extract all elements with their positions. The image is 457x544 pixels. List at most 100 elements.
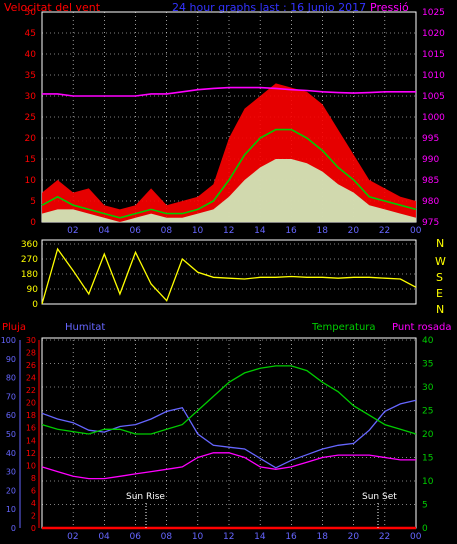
rain-y-tick-30: 30	[26, 336, 36, 345]
temp-x-tick-22: 22	[379, 532, 390, 542]
wind-x-tick-08: 08	[161, 226, 173, 236]
temp-x-tick-16: 16	[285, 532, 297, 542]
compass-s: S	[436, 271, 443, 284]
dir-y-tick-90: 90	[27, 285, 39, 295]
dir-y-tick-0: 0	[32, 300, 38, 310]
wind-y-tick-10: 10	[25, 176, 37, 186]
dir-y-tick-360: 360	[21, 240, 38, 250]
wind-y-tick-45: 45	[25, 29, 36, 39]
temp-y-tick-0: 0	[422, 524, 428, 534]
pressure-y-tick-1025: 1025	[422, 8, 445, 18]
humidity-y-tick-70: 70	[6, 392, 16, 401]
direction-layer	[41, 247, 417, 305]
rain-y-tick-24: 24	[26, 374, 36, 383]
temp-x-tick-02: 02	[67, 532, 78, 542]
humidity-y-tick-100: 100	[1, 336, 16, 345]
wind-y-tick-30: 30	[25, 92, 37, 102]
rain-y-tick-28: 28	[26, 349, 36, 358]
wind-y-tick-35: 35	[25, 71, 36, 81]
wind-fill-area	[42, 159, 416, 222]
pressure-y-tick-975: 975	[422, 218, 439, 228]
rain-y-tick-8: 8	[31, 474, 36, 483]
rain-y-tick-20: 20	[26, 399, 36, 408]
direction-panel-frame	[41, 239, 417, 305]
rain-title: Pluja	[2, 322, 26, 333]
pressure-y-tick-980: 980	[422, 197, 439, 207]
axis-layer: 0510152025303540455097598098599099510001…	[1, 8, 445, 542]
wind-x-tick-22: 22	[379, 226, 390, 236]
dir-y-tick-270: 270	[21, 255, 38, 265]
rain-y-tick-14: 14	[26, 436, 36, 445]
rain-y-tick-22: 22	[26, 386, 36, 395]
temperature-title: Temperatura	[311, 322, 376, 333]
compass-w: W	[435, 255, 446, 268]
pressure-y-tick-995: 995	[422, 134, 439, 144]
pressure-y-tick-985: 985	[422, 176, 439, 186]
dewpoint-title: Punt rosada	[392, 322, 451, 333]
wind-x-tick-20: 20	[348, 226, 360, 236]
wind-avg-line	[41, 128, 417, 219]
temp-x-tick-06: 06	[130, 532, 142, 542]
rain-y-tick-18: 18	[26, 411, 36, 420]
pressure-y-tick-1020: 1020	[422, 29, 445, 39]
rain-y-tick-12: 12	[26, 449, 36, 458]
temp-layer	[41, 365, 417, 530]
pressure-title: Pressió	[370, 1, 409, 14]
temp-x-tick-00: 00	[410, 532, 422, 542]
wind-x-tick-02: 02	[67, 226, 78, 236]
temp-y-tick-15: 15	[422, 454, 433, 464]
sunrise-label: Sun Rise	[126, 492, 165, 502]
temperature-line	[41, 365, 417, 435]
humidity-y-tick-20: 20	[6, 486, 16, 495]
wind-x-tick-00: 00	[410, 226, 422, 236]
temp-x-tick-08: 08	[161, 532, 173, 542]
humidity-y-tick-30: 30	[6, 468, 16, 477]
humidity-y-tick-90: 90	[6, 355, 16, 364]
wind-x-tick-10: 10	[192, 226, 204, 236]
temp-x-tick-10: 10	[192, 532, 204, 542]
temp-y-tick-20: 20	[422, 430, 434, 440]
rain-y-tick-10: 10	[26, 461, 36, 470]
rain-y-tick-0: 0	[31, 524, 36, 533]
temp-x-tick-04: 04	[98, 532, 110, 542]
temp-y-tick-35: 35	[422, 360, 433, 370]
rain-y-tick-2: 2	[31, 511, 36, 520]
humidity-y-tick-40: 40	[6, 449, 16, 458]
temp-x-tick-18: 18	[317, 532, 329, 542]
rain-y-tick-26: 26	[26, 361, 36, 370]
rain-y-tick-16: 16	[26, 424, 36, 433]
temp-y-tick-25: 25	[422, 407, 433, 417]
wind-y-tick-15: 15	[25, 155, 36, 165]
wind-y-tick-0: 0	[30, 218, 36, 228]
humidity-title: Humitat	[65, 322, 105, 333]
wind-x-tick-14: 14	[254, 226, 266, 236]
wind-y-tick-50: 50	[25, 8, 37, 18]
wind-x-tick-06: 06	[130, 226, 142, 236]
humidity-y-tick-0: 0	[11, 524, 16, 533]
wind-x-tick-16: 16	[285, 226, 297, 236]
humidity-y-tick-80: 80	[6, 374, 16, 383]
pressure-y-tick-1010: 1010	[422, 71, 445, 81]
wind-x-tick-12: 12	[223, 226, 234, 236]
direction-line	[41, 247, 417, 305]
pressure-y-tick-1000: 1000	[422, 113, 445, 123]
wind-y-tick-25: 25	[25, 113, 36, 123]
temp-y-tick-40: 40	[422, 336, 434, 346]
wind-layer	[41, 83, 417, 223]
rain-y-tick-6: 6	[31, 486, 36, 495]
temp-x-tick-14: 14	[254, 532, 266, 542]
wind-y-tick-40: 40	[25, 50, 37, 60]
dir-y-tick-180: 180	[21, 270, 38, 280]
rain-y-tick-4: 4	[31, 499, 36, 508]
wind-title: Velocitat del vent	[4, 1, 101, 14]
humidity-y-tick-10: 10	[6, 505, 16, 514]
temp-x-tick-20: 20	[348, 532, 360, 542]
pressure-line	[42, 86, 416, 97]
compass-e: E	[436, 287, 443, 300]
temp-y-tick-30: 30	[422, 383, 434, 393]
compass-n-bottom: N	[436, 303, 444, 316]
humidity-line	[41, 399, 417, 469]
wind-x-tick-18: 18	[317, 226, 329, 236]
wind-y-tick-20: 20	[25, 134, 37, 144]
